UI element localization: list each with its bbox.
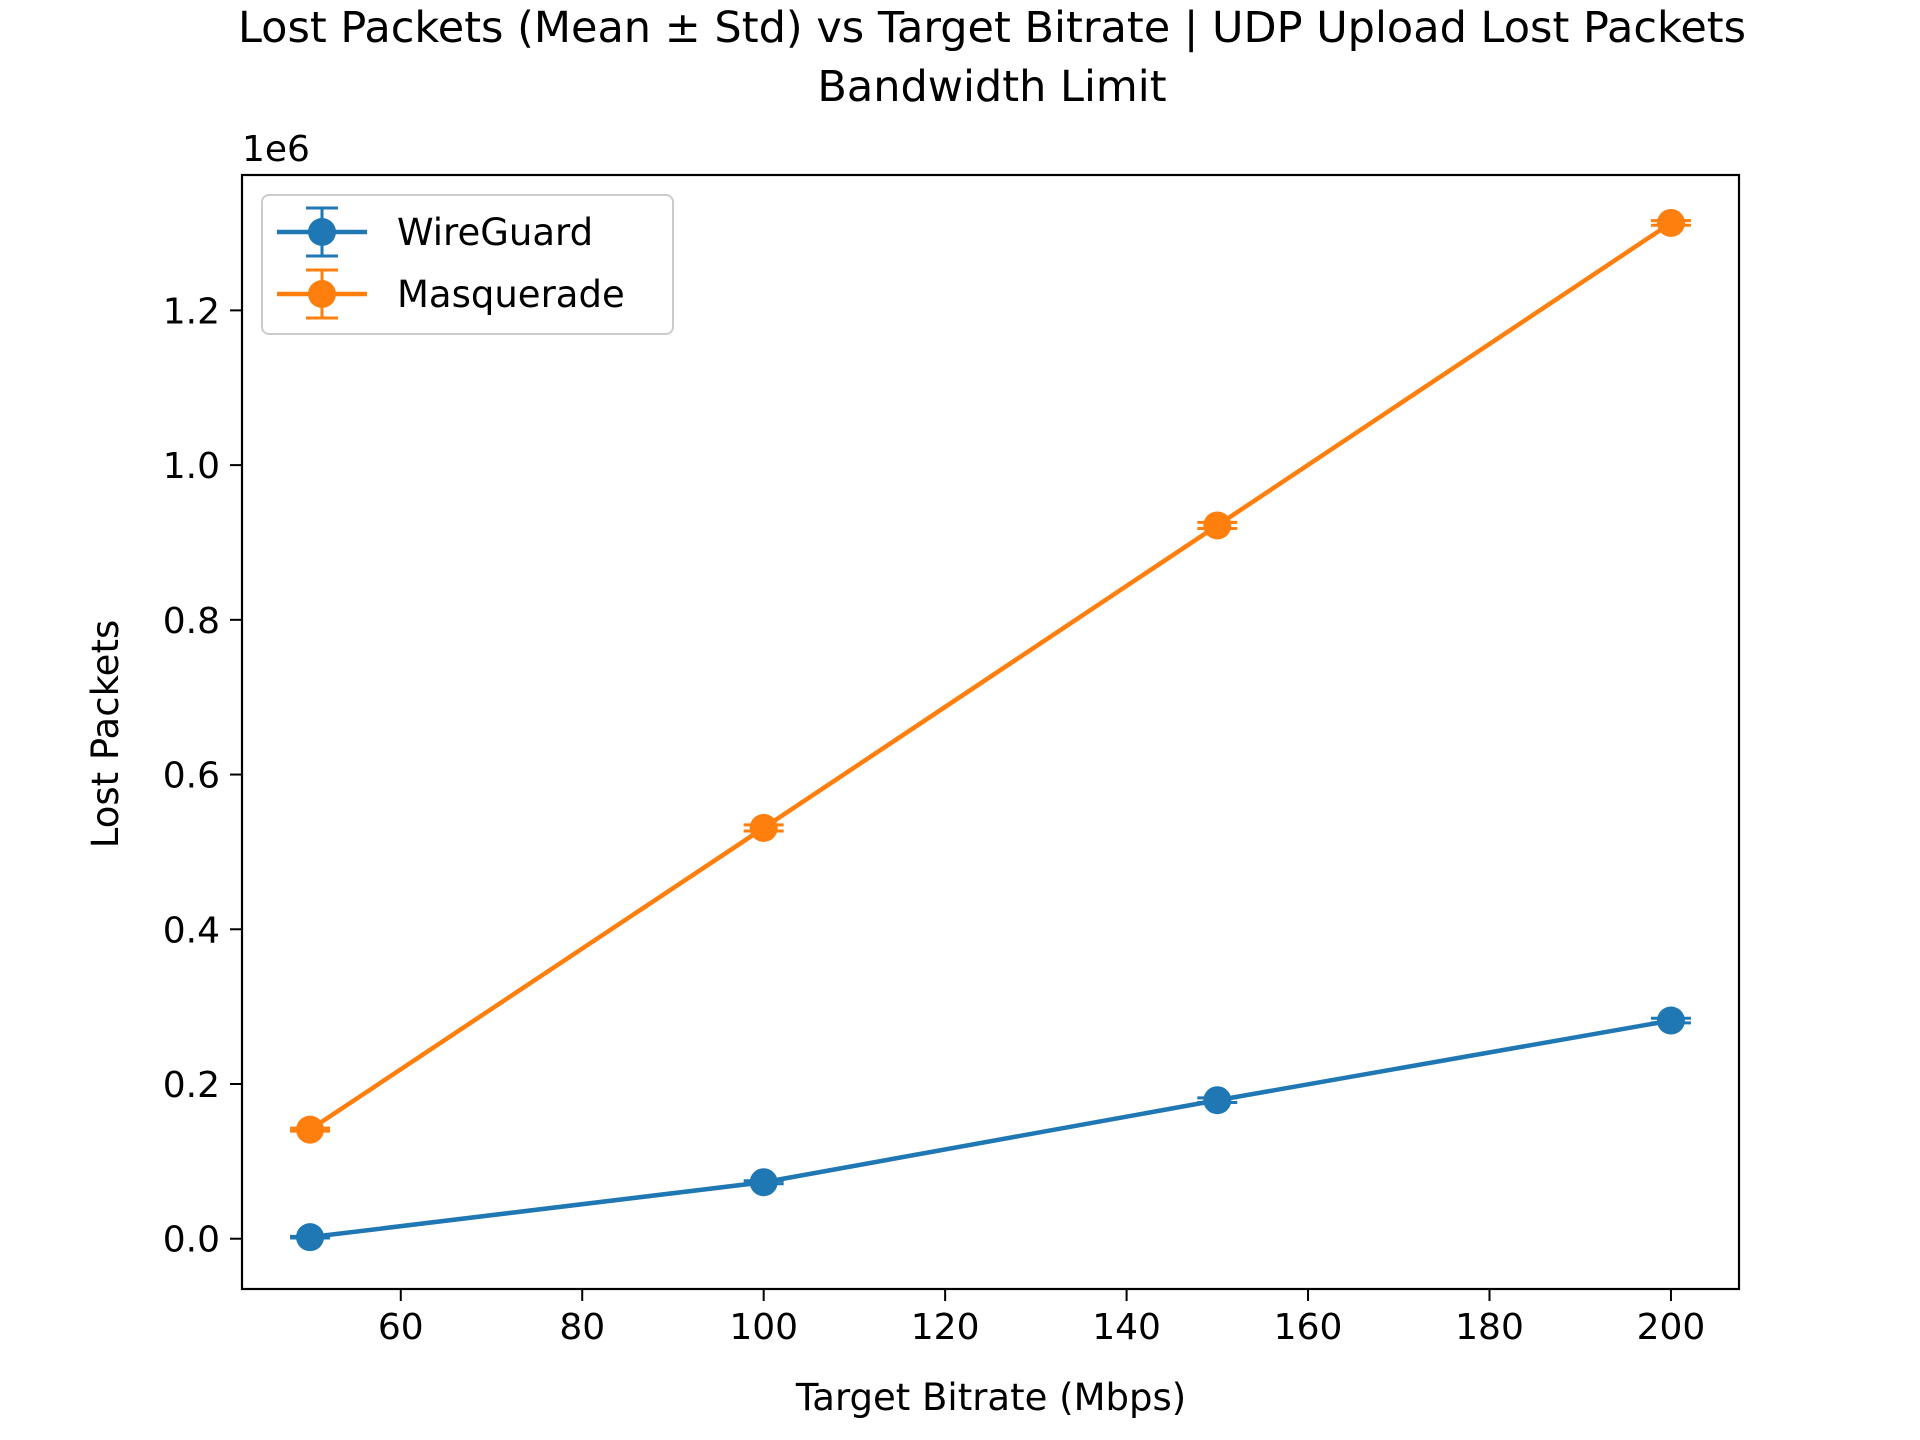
x-tick-label: 200 (1637, 1307, 1706, 1348)
y-tick-label: 0.4 (163, 910, 220, 951)
chart-title-line-1: Lost Packets (Mean ± Std) vs Target Bitr… (238, 3, 1746, 53)
series-wireguard (290, 1006, 1691, 1252)
legend-marker (308, 218, 336, 246)
data-point (749, 1168, 778, 1197)
series-masquerade (290, 208, 1691, 1144)
y-tick-label: 0.6 (163, 756, 220, 797)
legend-marker (308, 280, 336, 308)
y-tick-label: 1.2 (163, 291, 220, 332)
data-point (1656, 208, 1685, 237)
y-tick-label: 0.2 (163, 1065, 220, 1106)
axis-ticks: 60 80 100 120 140 160 180 200 0.0 0.2 0.4 0.6 0.8 1.0… (163, 291, 1706, 1348)
data-point (1656, 1006, 1685, 1035)
data-point (1203, 1086, 1232, 1115)
x-axis-label: Target Bitrate (Mbps) (795, 1376, 1186, 1419)
x-tick-label: 120 (911, 1307, 980, 1348)
y-axis-offset-label: 1e6 (242, 129, 310, 170)
legend: WireGuard Masquerade (261, 194, 674, 335)
data-point (296, 1223, 325, 1252)
series-line (309, 1018, 1672, 1240)
y-tick-label: 0.0 (163, 1220, 220, 1261)
x-tick-label: 160 (1274, 1307, 1343, 1348)
x-tick-label: 80 (559, 1307, 605, 1348)
x-tick-label: 140 (1092, 1307, 1161, 1348)
x-tick-label: 60 (378, 1307, 424, 1348)
legend-label: WireGuard (397, 211, 593, 254)
y-tick-label: 0.8 (163, 601, 220, 642)
plot-area (290, 208, 1691, 1252)
y-tick-label: 1.0 (163, 446, 220, 487)
chart-title-line-2: Bandwidth Limit (817, 62, 1166, 112)
axes-frame (240, 173, 1741, 1291)
legend-label: Masquerade (397, 273, 625, 316)
data-point (296, 1115, 325, 1144)
series-line (308, 221, 1673, 1132)
x-tick-label: 180 (1455, 1307, 1524, 1348)
x-tick-label: 100 (729, 1307, 798, 1348)
y-axis-label: Lost Packets (84, 620, 127, 848)
data-point (1203, 511, 1232, 540)
data-point (749, 813, 778, 842)
